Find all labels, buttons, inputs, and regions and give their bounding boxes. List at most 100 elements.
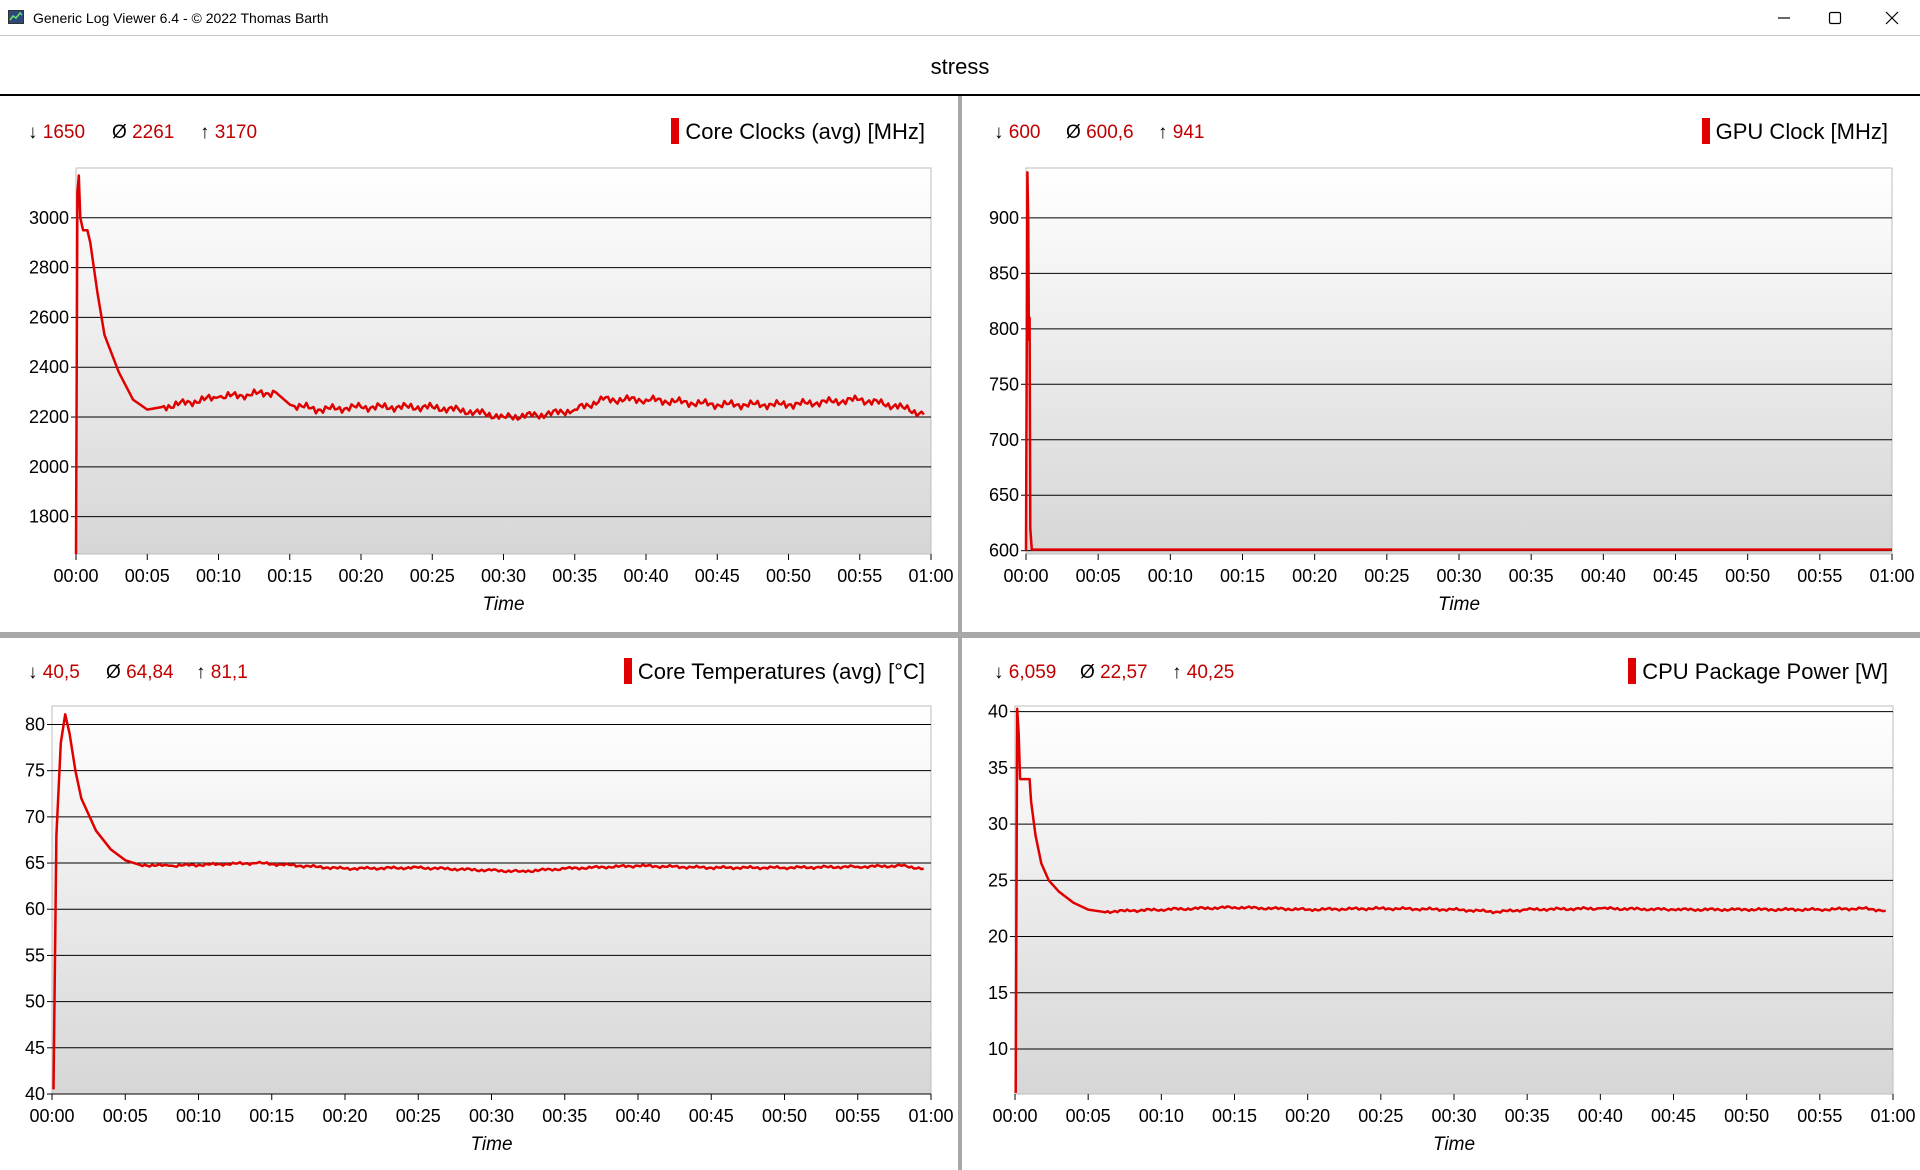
y-tick-label: 850 [989, 263, 1019, 283]
x-tick-label: 00:30 [481, 566, 526, 586]
x-tick-label: 01:00 [908, 566, 953, 586]
series-line [52, 713, 924, 1090]
x-tick-label: 00:20 [1285, 1106, 1330, 1126]
y-tick-label: 10 [988, 1039, 1008, 1059]
x-axis-title: Time [482, 594, 524, 615]
y-tick-label: 2800 [29, 258, 69, 278]
stat-min: ↓ 40,5 [28, 662, 80, 683]
x-tick-label: 00:40 [1578, 1106, 1623, 1126]
y-tick-label: 900 [989, 208, 1019, 228]
x-tick-label: 00:15 [1212, 1106, 1257, 1126]
close-icon [1885, 11, 1899, 25]
stat-avg: Ø 64,84 [106, 662, 174, 683]
x-tick-label: 00:45 [695, 566, 740, 586]
stat-min: ↓ 1650 [28, 122, 86, 143]
y-tick-label: 15 [988, 983, 1008, 1003]
y-tick-label: 45 [25, 1038, 45, 1058]
x-tick-label: 00:35 [552, 566, 597, 586]
x-tick-label: 00:35 [542, 1106, 587, 1126]
series-line [74, 174, 925, 555]
x-tick-label: 00:50 [766, 566, 811, 586]
maximize-button[interactable] [1807, 0, 1863, 36]
stat-min: ↓ 6,059 [994, 662, 1057, 683]
log-header: stress [0, 36, 1920, 96]
x-tick-label: 00:00 [992, 1106, 1037, 1126]
x-tick-label: 00:05 [103, 1106, 148, 1126]
x-tick-label: 00:15 [1220, 566, 1265, 586]
stat-min: ↓ 600 [994, 122, 1041, 143]
y-tick-label: 55 [25, 945, 45, 965]
x-tick-label: 00:55 [1797, 566, 1842, 586]
y-tick-label: 750 [989, 374, 1019, 394]
x-tick-label: 00:10 [196, 566, 241, 586]
chart-cpu-package-power: 10 15 20 25 30 35 40 00:00 00:05 00:10 00:15 00:20 0… [988, 702, 1916, 1155]
stat-max: ↑ 3170 [200, 122, 258, 143]
legend-core-temperatures: Core Temperatures (avg) [°C] [623, 658, 925, 685]
x-tick-label: 01:00 [1870, 1106, 1915, 1126]
x-tick-label: 00:10 [1139, 1106, 1184, 1126]
legend-core-clocks: Core Clocks (avg) [MHz] [671, 118, 925, 145]
y-tick-label: 80 [25, 714, 45, 734]
window-title: Generic Log Viewer 6.4 - © 2022 Thomas B… [33, 10, 329, 26]
x-tick-label: 00:25 [396, 1106, 441, 1126]
chart-core-temperatures: 40 45 50 55 60 65 70 75 80 00:00 00:05 00:10 00:15 00… [25, 705, 954, 1155]
stat-max: ↑ 941 [1158, 122, 1205, 143]
y-tick-label: 50 [25, 992, 45, 1012]
x-tick-label: 00:40 [615, 1106, 660, 1126]
chart-core-clocks: 1800 2000 2200 2400 2600 2800 3000 00:00 00:05 00… [29, 167, 954, 615]
close-button[interactable] [1864, 0, 1920, 36]
minimize-button[interactable] [1756, 0, 1812, 36]
x-tick-label: 00:30 [1431, 1106, 1476, 1126]
stat-max: ↑ 40,25 [1172, 662, 1235, 683]
y-tick-label: 2200 [29, 407, 69, 427]
x-tick-label: 00:30 [469, 1106, 514, 1126]
chart-gpu-clock: 600 650 700 750 800 850 900 00:00 00:05 00:10 00:1… [989, 167, 1915, 615]
legend-cpu-package-power: CPU Package Power [W] [1628, 658, 1888, 685]
x-tick-label: 00:30 [1436, 566, 1481, 586]
plot-area [75, 167, 932, 555]
x-tick-label: 01:00 [1869, 566, 1914, 586]
stat-avg: Ø 22,57 [1080, 662, 1148, 683]
x-tick-label: 00:20 [322, 1106, 367, 1126]
y-tick-label: 600 [989, 541, 1019, 561]
x-axis-title: Time [470, 1134, 512, 1155]
x-tick-label: 00:15 [249, 1106, 294, 1126]
legend-swatch [623, 658, 632, 684]
y-tick-label: 2000 [29, 457, 69, 477]
x-axis-title: Time [1438, 594, 1480, 615]
y-tick-label: 3000 [29, 208, 69, 228]
y-tick-label: 25 [988, 870, 1008, 890]
y-tick-label: 2400 [29, 357, 69, 377]
legend-swatch [1628, 658, 1637, 684]
y-tick-label: 35 [988, 758, 1008, 778]
series-line [1014, 707, 1886, 1093]
x-tick-label: 00:45 [1653, 566, 1698, 586]
y-tick-label: 650 [989, 485, 1019, 505]
x-tick-label: 00:45 [1651, 1106, 1696, 1126]
y-tick-label: 2600 [29, 307, 69, 327]
plot-area [51, 705, 932, 1095]
x-tick-label: 00:35 [1505, 1106, 1550, 1126]
chart-panel-core-temperatures: ↓ 40,5 Ø 64,84 ↑ 81,1 Core Temperatures … [0, 638, 958, 1170]
app-icon [8, 10, 24, 24]
y-tick-label: 75 [25, 761, 45, 781]
x-tick-label: 00:20 [338, 566, 383, 586]
panel-divider-horizontal[interactable] [0, 632, 1920, 638]
x-tick-label: 00:55 [837, 566, 882, 586]
log-title: stress [930, 54, 990, 79]
series-line [1024, 171, 1892, 551]
legend-swatch [671, 118, 680, 144]
y-tick-label: 40 [988, 702, 1008, 722]
x-tick-label: 00:45 [689, 1106, 734, 1126]
plot-area [1025, 167, 1893, 555]
legend-gpu-clock: GPU Clock [MHz] [1701, 118, 1888, 145]
stat-avg: Ø 2261 [112, 122, 175, 143]
stat-max: ↑ 81,1 [196, 662, 248, 683]
chart-panel-gpu-clock: ↓ 600 Ø 600,6 ↑ 941 GPU Clock [MHz] 600 6… [962, 96, 1920, 632]
x-tick-label: 00:00 [1003, 566, 1048, 586]
maximize-icon [1828, 11, 1842, 25]
x-tick-label: 00:00 [29, 1106, 74, 1126]
plot-area [1014, 705, 1894, 1095]
x-tick-label: 00:40 [623, 566, 668, 586]
x-tick-label: 00:10 [1148, 566, 1193, 586]
